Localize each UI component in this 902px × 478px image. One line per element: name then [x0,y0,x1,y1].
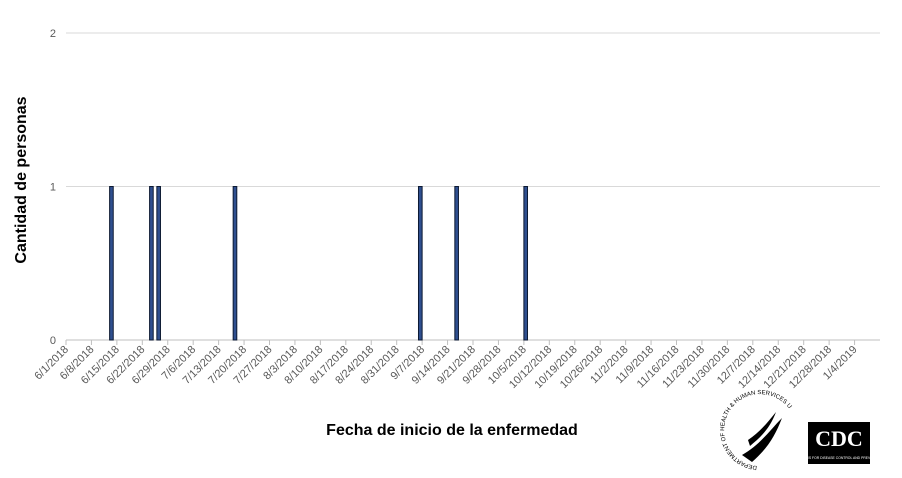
y-tick-label: 2 [50,28,56,40]
hhs-logo-text: DEPARTMENT OF HEALTH & HUMAN SERVICES US… [0,0,792,470]
y-axis-title: Cantidad de personas [13,96,30,263]
bar [454,186,459,341]
x-axis-title: Fecha de inicio de la enfermedad [326,422,578,439]
hhs-logo-path: DEPARTMENT OF HEALTH & HUMAN SERVICES US… [0,0,792,470]
bar [417,186,423,341]
bar [523,186,529,341]
bar [149,186,154,341]
hhs-eagle [742,412,782,462]
hhs-logo: DEPARTMENT OF HEALTH & HUMAN SERVICES US… [0,0,792,470]
y-tick-label: 1 [50,182,56,194]
bar [109,186,114,341]
bar [232,186,238,341]
bar [156,186,161,341]
y-tick-label: 0 [50,335,56,347]
cdc-logo: CDC CENTERS FOR DISEASE CONTROL AND PREV… [795,422,884,464]
cdc-box [808,422,870,464]
cdc-subtext: CENTERS FOR DISEASE CONTROL AND PREVENTI… [795,456,884,460]
cdc-text: CDC [815,426,863,451]
